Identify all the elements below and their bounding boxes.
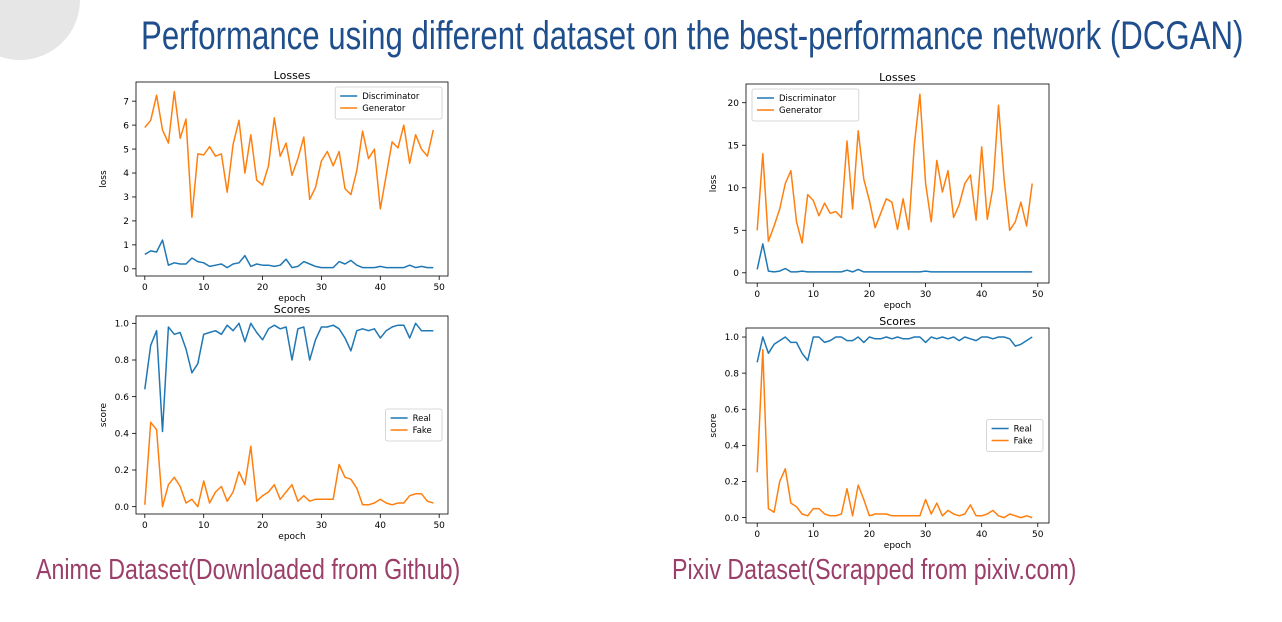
y-tick-label: 5	[733, 226, 739, 236]
chart-title: Scores	[274, 303, 311, 316]
series-line-fake	[144, 421, 434, 508]
x-tick-label: 30	[316, 283, 328, 293]
legend-label: Real	[413, 414, 431, 424]
x-tick-label: 40	[375, 521, 387, 531]
y-tick-label: 1.0	[115, 320, 130, 330]
series-line-generator	[144, 90, 435, 219]
legend-label: Fake	[1014, 437, 1033, 447]
x-tick-label: 10	[808, 290, 820, 300]
plot-frame	[745, 327, 1050, 524]
y-axis-label: score	[99, 402, 109, 427]
y-tick-label: 0.8	[115, 356, 130, 366]
x-tick-label: 0	[142, 521, 148, 531]
y-tick-label: 1.0	[725, 333, 740, 343]
y-tick-label: 0.2	[115, 466, 129, 476]
x-axis-label: epoch	[884, 301, 911, 311]
series-line-real	[144, 322, 434, 433]
plot-frame	[745, 83, 1050, 284]
series-line-discriminator	[144, 239, 434, 269]
x-tick-label: 50	[433, 521, 445, 531]
y-tick-label: 0.8	[725, 369, 740, 379]
x-tick-label: 40	[976, 290, 988, 300]
corner-decoration	[0, 0, 80, 60]
slide-title: Performance using different dataset on t…	[141, 14, 1244, 58]
x-tick-label: 50	[433, 283, 445, 293]
y-tick-label: 15	[728, 141, 739, 151]
series-line-fake	[756, 348, 1033, 519]
legend: Real Fake	[986, 419, 1044, 452]
legend: Discriminator Generator	[334, 86, 443, 120]
y-tick-label: 0.0	[115, 503, 130, 513]
x-tick-label: 10	[198, 283, 210, 293]
x-axis-label: epoch	[278, 294, 305, 304]
x-tick-label: 30	[316, 521, 328, 531]
x-tick-label: 10	[808, 530, 820, 540]
chart-title: Losses	[274, 69, 311, 82]
x-tick-label: 50	[1032, 290, 1044, 300]
x-tick-label: 20	[864, 290, 876, 300]
chart-title: Losses	[879, 71, 916, 84]
y-axis-label: loss	[709, 174, 719, 192]
caption-pixiv-dataset: Pixiv Dataset(Scrapped from pixiv.com)	[672, 554, 1077, 586]
x-tick-label: 10	[198, 521, 210, 531]
series-line-real	[756, 336, 1033, 363]
x-tick-label: 40	[976, 530, 988, 540]
x-tick-label: 20	[257, 283, 269, 293]
y-tick-label: 0.4	[725, 442, 740, 452]
y-tick-label: 0.4	[115, 430, 130, 440]
y-tick-label: 0.6	[725, 405, 740, 415]
y-tick-label: 1	[123, 241, 129, 251]
y-tick-label: 6	[123, 121, 129, 131]
legend-label: Discriminator	[362, 92, 420, 102]
y-tick-label: 0.0	[725, 514, 740, 524]
legend-label: Generator	[362, 104, 406, 114]
legend-box	[334, 86, 443, 120]
series-line-discriminator	[756, 243, 1033, 273]
legend: Discriminator Generator	[751, 88, 860, 122]
x-tick-label: 20	[864, 530, 876, 540]
caption-anime-dataset: Anime Dataset(Downloaded from Github)	[36, 554, 461, 586]
y-tick-label: 10	[728, 184, 740, 194]
y-tick-label: 5	[123, 145, 129, 155]
y-tick-label: 0	[123, 265, 129, 275]
x-tick-label: 30	[920, 290, 932, 300]
y-axis-label: score	[709, 413, 719, 438]
x-tick-label: 30	[920, 530, 932, 540]
y-axis-label: loss	[99, 170, 109, 188]
x-tick-label: 40	[375, 283, 387, 293]
y-tick-label: 0	[733, 269, 739, 279]
x-tick-label: 20	[257, 521, 269, 531]
x-axis-label: epoch	[278, 532, 305, 542]
y-tick-label: 7	[123, 97, 129, 107]
x-tick-label: 0	[754, 530, 760, 540]
y-tick-label: 0.6	[115, 393, 130, 403]
plot-frame	[135, 315, 449, 515]
x-tick-label: 0	[754, 290, 760, 300]
y-tick-label: 2	[123, 217, 129, 227]
legend-box	[385, 408, 443, 442]
legend-label: Fake	[413, 426, 432, 436]
legend-label: Discriminator	[779, 94, 837, 104]
legend: Real Fake	[385, 408, 443, 442]
legend-box	[986, 419, 1044, 452]
x-tick-label: 50	[1032, 530, 1044, 540]
x-tick-label: 0	[142, 283, 148, 293]
x-axis-label: epoch	[884, 541, 911, 551]
legend-label: Generator	[779, 106, 823, 116]
series-line-generator	[756, 93, 1033, 244]
legend-box	[751, 88, 860, 122]
y-tick-label: 4	[123, 169, 129, 179]
y-tick-label: 3	[123, 193, 129, 203]
chart-title: Scores	[879, 315, 916, 328]
y-tick-label: 20	[728, 99, 740, 109]
plot-frame	[135, 81, 449, 277]
y-tick-label: 0.2	[725, 478, 739, 488]
legend-label: Real	[1014, 425, 1032, 435]
